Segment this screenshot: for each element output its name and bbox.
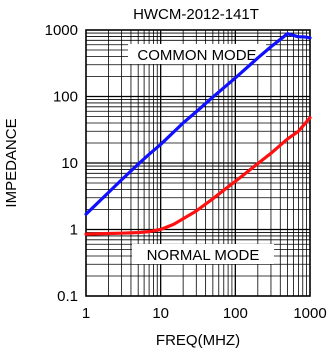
y-tick-label: 1 bbox=[70, 222, 78, 239]
y-tick-label: 100 bbox=[53, 89, 78, 106]
x-tick-label: 100 bbox=[223, 305, 248, 322]
x-tick-labels: 1 10 100 1000 bbox=[82, 305, 327, 322]
y-tick-labels: 0.1 1 10 100 1000 bbox=[45, 22, 78, 305]
y-axis-label: IMPEDANCE bbox=[3, 118, 20, 207]
x-axis-label: FREQ(MHZ) bbox=[156, 332, 240, 349]
normal-mode-line bbox=[84, 116, 312, 236]
x-tick-label: 1000 bbox=[293, 305, 326, 322]
normal-mode-label-bg bbox=[132, 244, 274, 264]
y-tick-label: 10 bbox=[61, 155, 78, 172]
chart-title: HWCM-2012-141T bbox=[133, 6, 259, 23]
series-group bbox=[84, 32, 312, 236]
common-mode-line bbox=[84, 32, 312, 216]
common-mode-label: COMMON MODE bbox=[137, 47, 256, 64]
y-tick-label: 0.1 bbox=[57, 288, 78, 305]
y-tick-label: 1000 bbox=[45, 22, 78, 39]
annotations: COMMON MODE NORMAL MODE bbox=[128, 44, 274, 264]
common-mode-label-bg bbox=[128, 44, 266, 64]
x-tick-label: 10 bbox=[152, 305, 169, 322]
plot-frame bbox=[85, 29, 311, 297]
normal-mode-label: NORMAL MODE bbox=[147, 247, 260, 264]
x-tick-label: 1 bbox=[82, 305, 90, 322]
